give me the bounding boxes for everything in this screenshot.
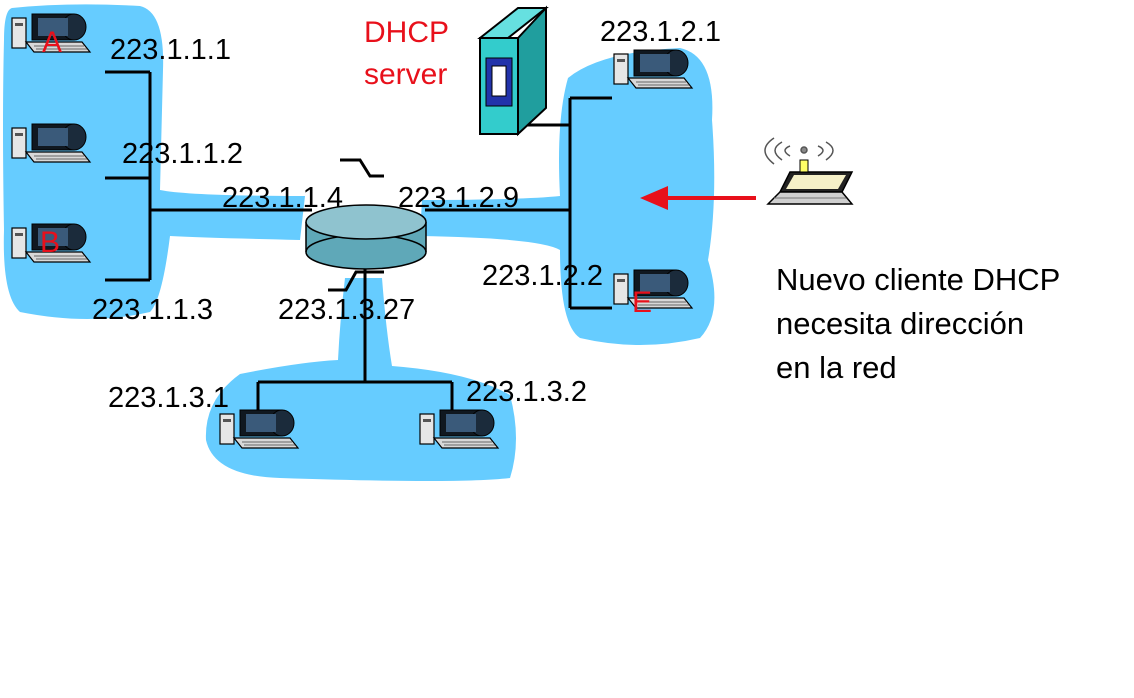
host-e-computer-icon — [613, 269, 693, 309]
ip-223-1-1-1: 223.1.1.1 — [110, 34, 231, 66]
ip-223-1-2-2: 223.1.2.2 — [482, 260, 603, 292]
ip-223-1-1-3: 223.1.1.3 — [92, 294, 213, 326]
host-e-label: E — [632, 286, 653, 319]
ip-223-1-2-9: 223.1.2.9 — [398, 182, 519, 214]
ip-223-1-1-4: 223.1.1.4 — [222, 182, 343, 214]
host-223-1-3-2-computer-icon — [419, 409, 499, 449]
subnet-1-wiring — [105, 70, 312, 282]
dhcp-server-label-line2: server — [364, 58, 448, 91]
host-223-1-2-1-computer-icon — [613, 49, 693, 89]
ip-223-1-2-1: 223.1.2.1 — [600, 16, 721, 48]
subnet-3-wiring — [256, 258, 454, 412]
ip-223-1-3-1: 223.1.3.1 — [108, 382, 229, 414]
host-b-label: B — [40, 226, 61, 259]
ip-223-1-3-2: 223.1.3.2 — [466, 376, 587, 408]
router-icon — [305, 158, 427, 292]
ip-223-1-1-2: 223.1.1.2 — [122, 138, 243, 170]
host-computer-icon — [11, 123, 91, 163]
dhcp-server-label-line1: DHCP — [364, 16, 450, 49]
laptop-icon — [766, 159, 854, 205]
new-dhcp-client-caption: Nuevo cliente DHCP necesita dirección en… — [776, 258, 1060, 390]
caption-line-2: necesita dirección — [776, 306, 1025, 341]
caption-line-3: en la red — [776, 350, 897, 385]
host-223-1-3-1-computer-icon — [219, 409, 299, 449]
host-a-label: A — [42, 26, 63, 59]
arrow-to-network — [640, 186, 756, 210]
ip-223-1-3-27: 223.1.3.27 — [278, 294, 416, 326]
caption-line-1: Nuevo cliente DHCP — [776, 262, 1061, 297]
wireless-signal-icon — [764, 137, 834, 165]
dhcp-server-icon — [477, 5, 549, 137]
